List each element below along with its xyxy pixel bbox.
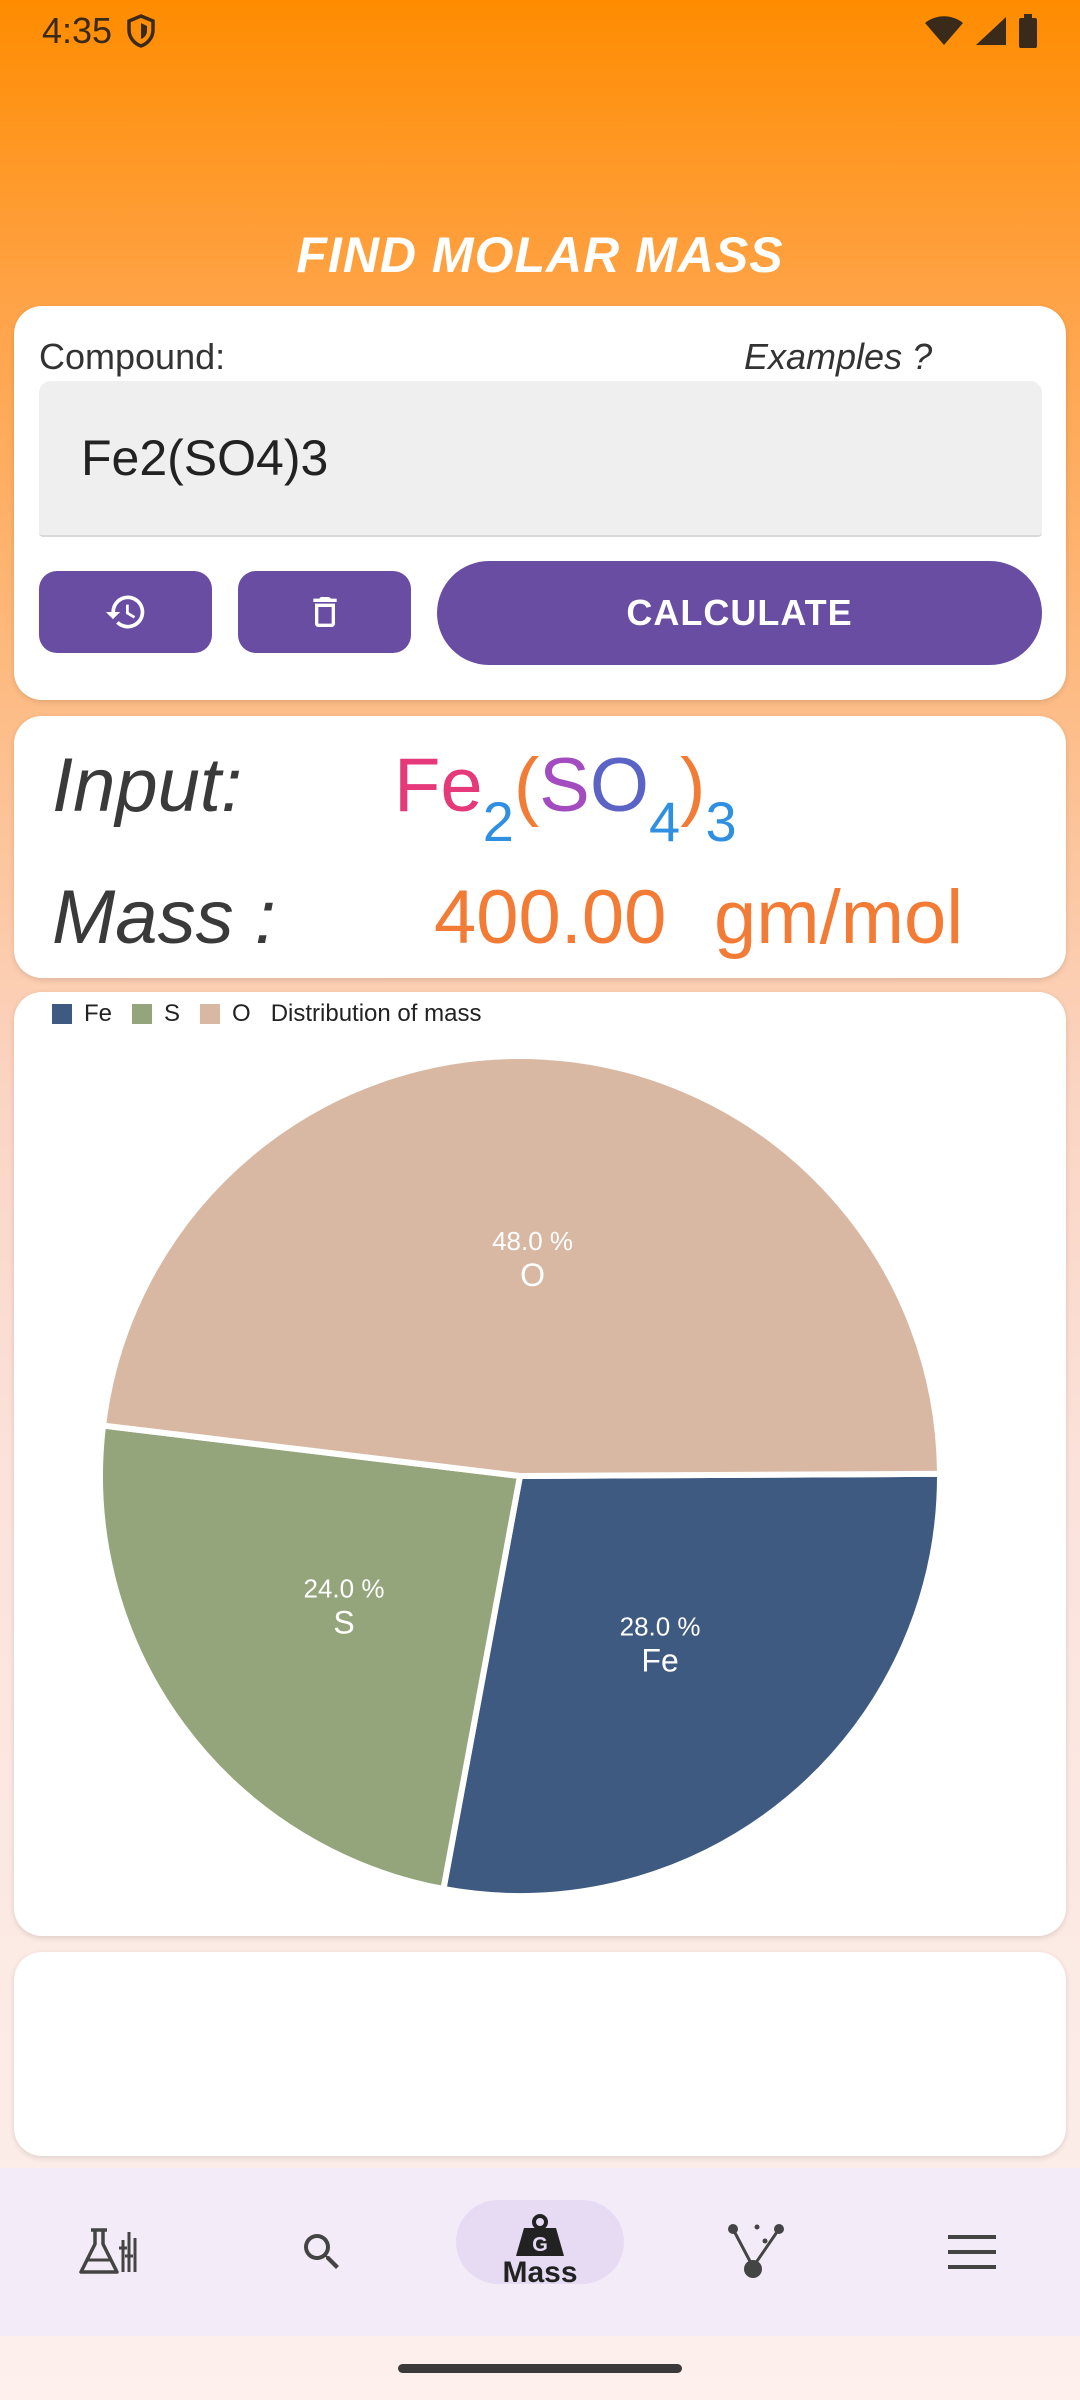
nav-item-molecule[interactable] (688, 2168, 824, 2336)
pie-percent-label-o: 48.0 % (492, 1226, 573, 1256)
signal-icon (974, 15, 1008, 52)
nav-label-mass: Mass (502, 2256, 578, 2289)
molecule-icon (728, 2224, 784, 2278)
input-caption: Input: (52, 743, 243, 828)
legend-item-fe: Fe (52, 1000, 112, 1028)
result-card: Input: Fe2(SO4)3 Mass : 400.00 gm/mol (14, 716, 1066, 978)
formula-open-paren: ( (513, 743, 540, 828)
status-time: 4:35 (42, 10, 113, 51)
pie-percent-label-s: 24.0 % (304, 1573, 385, 1603)
mass-caption: Mass : (52, 875, 276, 960)
bottom-navigation: G Mass (0, 2168, 1080, 2336)
empty-card (14, 1952, 1066, 2156)
gesture-bar (398, 2364, 682, 2373)
pie-element-label-fe: Fe (641, 1643, 678, 1679)
legend-label-s: S (164, 1000, 181, 1027)
legend-item-o: O (200, 1000, 251, 1028)
formula-display: Fe2(SO4)3 (394, 742, 737, 854)
mass-unit: gm/mol (714, 875, 964, 960)
weight-icon: G (516, 2214, 564, 2256)
pie-element-label-o: O (520, 1257, 545, 1293)
examples-link[interactable]: Examples ? (744, 336, 933, 377)
nav-item-menu[interactable] (904, 2168, 1040, 2336)
formula-fe: Fe (394, 743, 483, 828)
page-title: FIND MOLAR MASS (296, 227, 784, 283)
legend-label-o: O (232, 1000, 251, 1027)
legend-swatch-o (200, 1004, 221, 1024)
formula-s: S (539, 743, 590, 828)
pie-percent-label-fe: 28.0 % (620, 1612, 701, 1642)
history-button[interactable] (39, 571, 212, 653)
search-icon (304, 2234, 339, 2269)
pie-slice-o[interactable] (99, 1053, 944, 1480)
pie-slice-fe[interactable] (439, 1470, 943, 1899)
formula-o: O (589, 743, 649, 828)
trash-icon (312, 597, 337, 627)
calculate-button[interactable]: CALCULATE (437, 561, 1042, 665)
pie-slice-s[interactable] (97, 1422, 524, 1893)
legend-label-fe: Fe (84, 1000, 113, 1027)
nav-item-mass[interactable]: G Mass (456, 2168, 624, 2336)
menu-icon (948, 2235, 996, 2269)
compound-card: Compound: Examples ? CALCULATE (14, 306, 1066, 700)
svg-text:G: G (532, 2234, 548, 2256)
mass-value: 400.00 (434, 875, 667, 960)
formula-o-sub: 4 (649, 790, 681, 853)
chart-title: Distribution of mass (270, 1000, 482, 1027)
formula-fe-sub: 2 (482, 790, 514, 853)
chart-card: Fe S O Distribution of mass 28.0 % Fe 24.0… (14, 992, 1066, 1936)
formula-group-sub: 3 (705, 790, 737, 853)
status-icons (924, 14, 1038, 53)
legend-item-s: S (132, 1000, 180, 1028)
legend-swatch-fe (52, 1004, 72, 1024)
chart-legend: Fe S O Distribution of mass (52, 1000, 481, 1028)
formula-close-paren: ) (680, 743, 706, 828)
legend-swatch-s (132, 1004, 153, 1024)
shield-icon (126, 14, 156, 53)
history-icon (105, 595, 144, 629)
wifi-icon (924, 15, 964, 52)
battery-icon (1018, 14, 1038, 53)
compound-label: Compound: (39, 336, 226, 377)
nav-item-lab[interactable] (40, 2168, 176, 2336)
delete-button[interactable] (238, 571, 411, 653)
status-bar: 4:35 (0, 0, 1080, 64)
compound-input[interactable] (39, 381, 1042, 537)
flask-icon (79, 2228, 137, 2274)
nav-item-search[interactable] (254, 2168, 390, 2336)
pie-element-label-s: S (333, 1604, 354, 1640)
